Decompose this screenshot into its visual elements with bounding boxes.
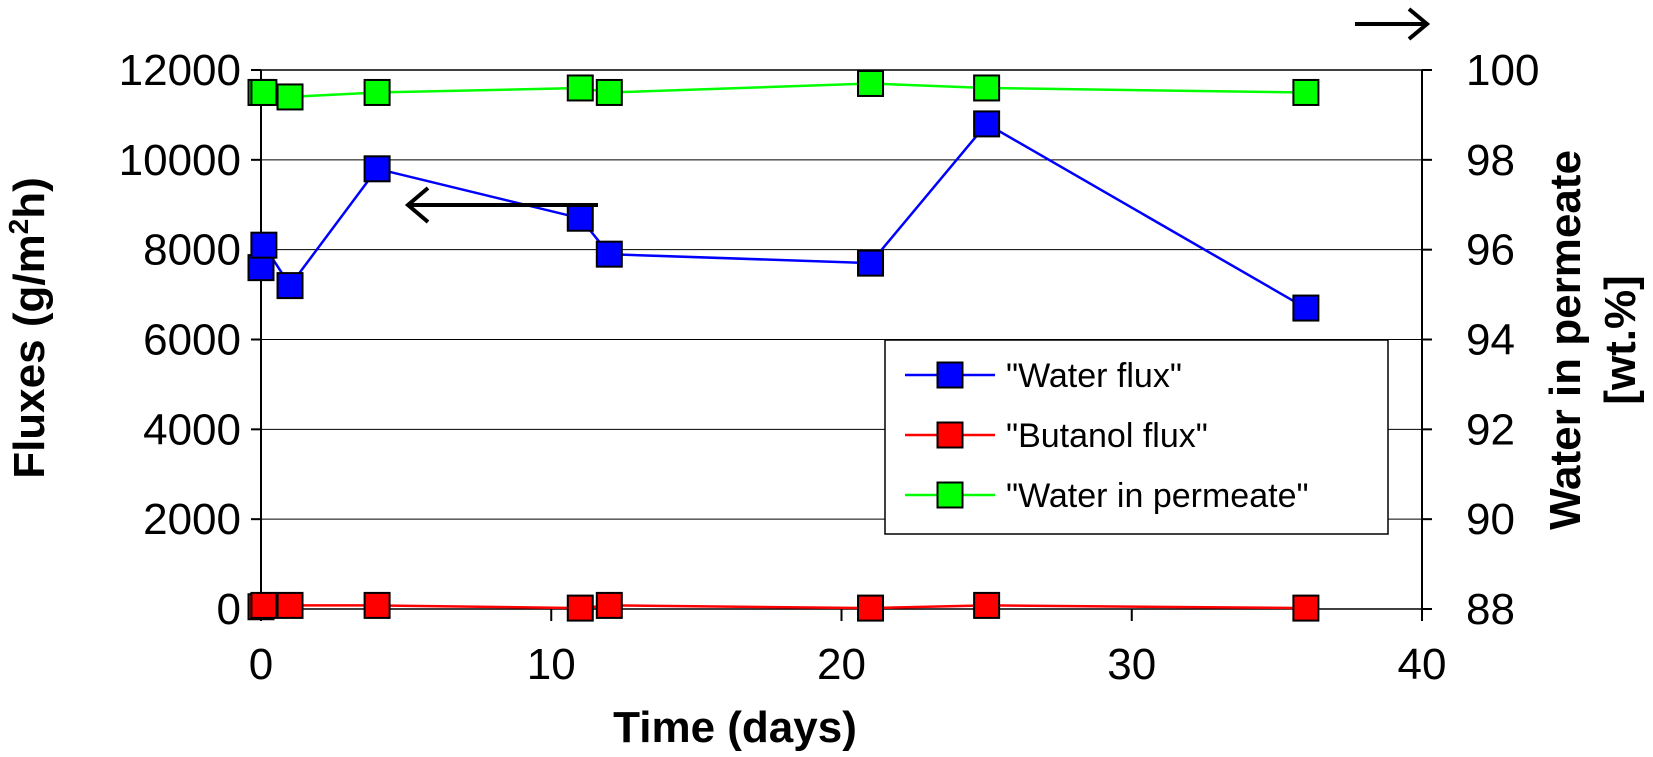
- data-point: [595, 78, 623, 106]
- left-y-axis-title-sup: 2: [3, 219, 34, 235]
- x-axis-title: Time (days): [613, 703, 857, 752]
- data-point: [1292, 294, 1320, 322]
- right-y-tick-label: 98: [1466, 136, 1515, 185]
- data-point: [1292, 78, 1320, 106]
- right-y-tick-label: 94: [1466, 316, 1515, 365]
- legend-marker: [936, 361, 964, 389]
- right-y-tick-label: 100: [1466, 46, 1539, 95]
- data-point: [250, 78, 278, 106]
- legend-marker: [936, 421, 964, 449]
- data-point: [1292, 594, 1320, 622]
- x-tick-label: 40: [1398, 640, 1447, 689]
- data-point: [857, 69, 885, 97]
- left-y-axis-title: Fluxes (g/m2h): [3, 177, 54, 479]
- legend-box: [884, 339, 1389, 535]
- series-0: [247, 110, 1320, 322]
- legend-label: "Butanol flux": [1006, 417, 1208, 455]
- x-tick-label: 30: [1107, 640, 1156, 689]
- right-y-tick-label: 96: [1466, 226, 1515, 275]
- data-point: [276, 591, 304, 619]
- series-2: [247, 69, 1320, 111]
- data-point: [276, 272, 304, 300]
- left-y-axis-title-tail: h): [5, 177, 54, 219]
- legend: "Water flux" "Butanol flux" "Water in perm…: [884, 339, 1389, 535]
- x-tick-label: 10: [527, 640, 576, 689]
- right-y-axis-title-line1: Water in permeate: [1541, 150, 1590, 530]
- legend-item: "Water in permeate": [905, 477, 1309, 515]
- data-point: [250, 591, 278, 619]
- left-y-tick-label: 8000: [143, 226, 241, 275]
- data-point: [566, 594, 594, 622]
- left-y-tick-label: 0: [217, 585, 241, 634]
- right-y-tick-label: 88: [1466, 585, 1515, 634]
- series-1: [247, 591, 1320, 622]
- left-y-axis-title-main: Fluxes (g/m: [5, 234, 54, 479]
- data-point: [566, 74, 594, 102]
- data-point: [857, 594, 885, 622]
- data-point: [973, 110, 1001, 138]
- left-y-tick-label: 10000: [119, 136, 241, 185]
- left-y-tick-label: 4000: [143, 405, 241, 454]
- data-point: [973, 74, 1001, 102]
- right-y-tick-label: 92: [1466, 405, 1515, 454]
- data-point: [973, 591, 1001, 619]
- series-line: [261, 82, 1306, 99]
- x-tick-label: 20: [817, 640, 866, 689]
- left-y-tick-label: 12000: [119, 46, 241, 95]
- left-axis-arrow: [404, 186, 598, 224]
- legend-label: "Water flux": [1006, 357, 1182, 395]
- data-point: [247, 254, 275, 282]
- data-point: [363, 78, 391, 106]
- series-line: [259, 122, 1307, 310]
- data-point: [276, 83, 304, 111]
- right-y-tick-label: 90: [1466, 495, 1515, 544]
- series-layer: [247, 69, 1320, 622]
- legend-item: "Butanol flux": [905, 417, 1208, 455]
- data-point: [566, 204, 594, 232]
- data-point: [857, 249, 885, 277]
- data-point: [595, 240, 623, 268]
- x-tick-label: 0: [249, 640, 273, 689]
- data-point: [250, 231, 278, 259]
- data-point: [363, 591, 391, 619]
- legend-marker: [936, 481, 964, 509]
- data-point: [363, 155, 391, 183]
- tick-labels: 0 2000 4000 6000 8000 10000 12000 88 90 92 94 96 98 1…: [119, 46, 1540, 689]
- right-axis-arrow: [1355, 7, 1431, 41]
- legend-item: "Water flux": [905, 357, 1182, 395]
- left-y-tick-label: 2000: [143, 495, 241, 544]
- data-point: [595, 591, 623, 619]
- left-y-tick-label: 6000: [143, 316, 241, 365]
- right-y-axis-title-line2: [wt.%]: [1596, 275, 1645, 405]
- legend-label: "Water in permeate": [1006, 477, 1309, 515]
- series-line: [260, 604, 1306, 610]
